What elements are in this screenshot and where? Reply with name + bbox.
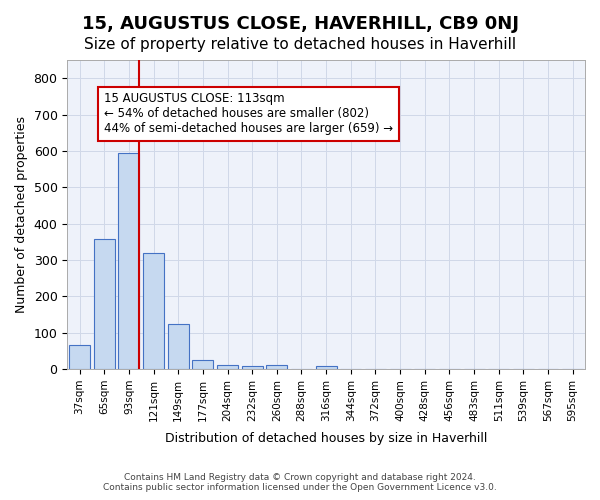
Bar xyxy=(193,360,214,369)
Text: Size of property relative to detached houses in Haverhill: Size of property relative to detached ho… xyxy=(84,38,516,52)
Bar xyxy=(242,366,263,369)
X-axis label: Distribution of detached houses by size in Haverhill: Distribution of detached houses by size … xyxy=(165,432,487,445)
Bar xyxy=(316,366,337,369)
Bar xyxy=(217,366,238,369)
Bar xyxy=(266,366,287,369)
Text: 15, AUGUSTUS CLOSE, HAVERHILL, CB9 0NJ: 15, AUGUSTUS CLOSE, HAVERHILL, CB9 0NJ xyxy=(82,15,518,33)
Text: Contains HM Land Registry data © Crown copyright and database right 2024.
Contai: Contains HM Land Registry data © Crown c… xyxy=(103,473,497,492)
Bar xyxy=(143,252,164,369)
Bar xyxy=(69,346,90,369)
Bar xyxy=(168,324,188,369)
Y-axis label: Number of detached properties: Number of detached properties xyxy=(15,116,28,313)
Text: 15 AUGUSTUS CLOSE: 113sqm
← 54% of detached houses are smaller (802)
44% of semi: 15 AUGUSTUS CLOSE: 113sqm ← 54% of detac… xyxy=(104,92,392,136)
Bar xyxy=(118,152,139,369)
Bar xyxy=(94,239,115,369)
